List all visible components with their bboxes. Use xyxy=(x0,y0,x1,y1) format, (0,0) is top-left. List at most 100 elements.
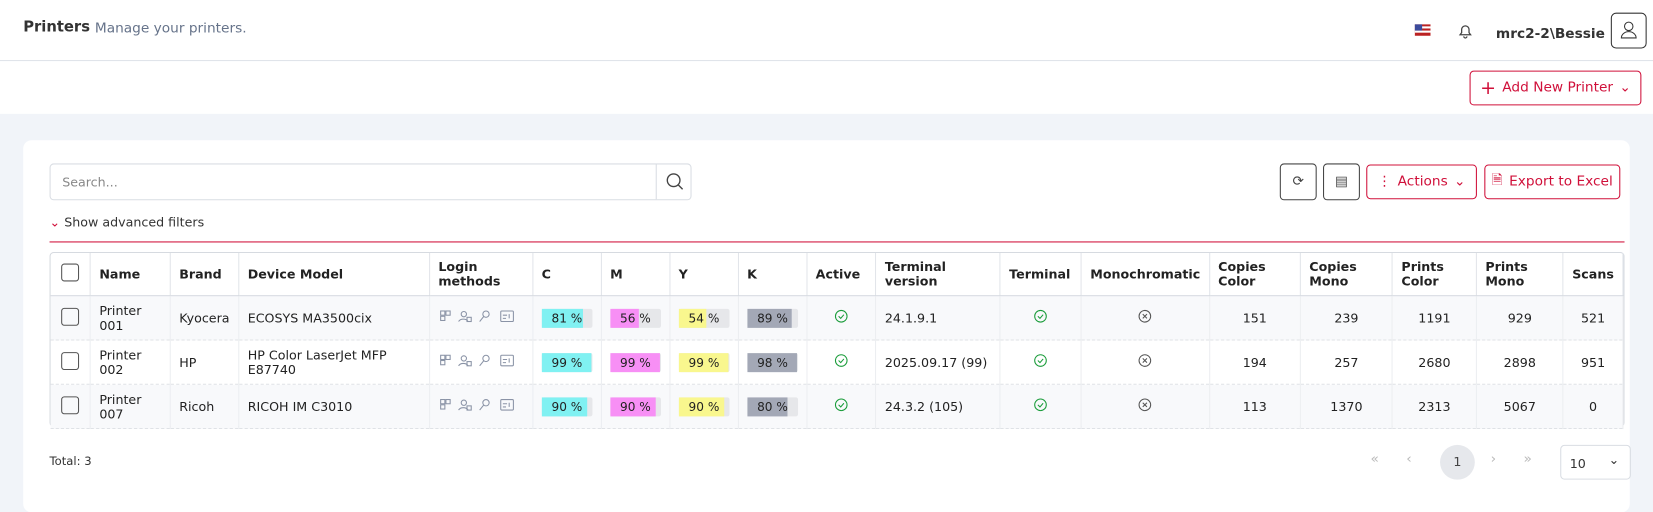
flag-icon[interactable] xyxy=(1414,24,1431,36)
copies-color: 151 xyxy=(1209,295,1301,341)
total-count: Total: 3 xyxy=(49,454,92,469)
page-subtitle: Manage your printers. xyxy=(94,21,247,37)
terminal-status xyxy=(1000,384,1082,430)
add-printer-label: Add New Printer xyxy=(1502,80,1614,96)
export-button[interactable]: 🗎 Export to Excel xyxy=(1484,164,1621,200)
copies-color: 194 xyxy=(1209,339,1301,385)
export-label: Export to Excel xyxy=(1509,173,1613,190)
toner-cell: 80 % xyxy=(738,384,808,430)
table-row: Printer 002 HP HP Color LaserJet MFP E8774… xyxy=(50,339,1624,385)
toner-fill xyxy=(541,352,592,372)
search-icon[interactable] xyxy=(655,164,693,200)
login-methods xyxy=(429,295,534,341)
action-bar: + Add New Printer ⌄ xyxy=(0,61,1653,114)
prints-color: 2313 xyxy=(1392,384,1477,430)
row-select xyxy=(50,339,91,385)
search-box[interactable]: Search... xyxy=(49,163,693,201)
prints-mono: 2898 xyxy=(1476,339,1564,385)
copies-mono: 257 xyxy=(1300,339,1393,385)
toner-label: 89 % xyxy=(757,310,788,326)
toner-fill xyxy=(678,352,729,372)
model-cell: RICOH IM C3010 xyxy=(238,384,430,430)
column-header: Y xyxy=(669,253,739,297)
toner-cell: 81 % xyxy=(532,295,602,341)
toner-bar: 90 % xyxy=(610,396,661,416)
toner-label: 99 % xyxy=(620,354,651,370)
toner-bar: 99 % xyxy=(678,352,730,372)
active-status xyxy=(806,339,877,385)
row-select xyxy=(50,295,91,341)
toner-label: 56 % xyxy=(620,310,651,326)
toner-cell: 98 % xyxy=(738,339,808,385)
toner-cell: 89 % xyxy=(738,295,808,341)
user-name[interactable]: mrc2-2\Bessie xyxy=(1495,26,1605,43)
column-header: Brand xyxy=(170,253,240,297)
toner-label: 90 % xyxy=(551,399,583,414)
prints-mono: 929 xyxy=(1476,295,1564,341)
top-bar: Printers Manage your printers. mrc2-2\Be… xyxy=(0,0,1653,62)
toner-bar: 89 % xyxy=(747,308,798,328)
toner-cell: 90 % xyxy=(669,384,739,430)
toner-bar: 90 % xyxy=(678,396,730,416)
refresh-button[interactable]: ⟳ xyxy=(1279,163,1317,201)
terminal-version: 24.3.2 (105) xyxy=(875,384,1001,430)
column-header: Login methods xyxy=(429,253,534,297)
prints-color: 2680 xyxy=(1392,339,1477,385)
terminal-status xyxy=(1000,339,1082,385)
bell-icon[interactable] xyxy=(1457,22,1474,39)
toner-cell: 90 % xyxy=(601,384,671,430)
user-button[interactable] xyxy=(1610,12,1647,49)
toner-label: 90 % xyxy=(688,399,720,414)
toner-label: 90 % xyxy=(620,399,651,414)
toner-cell: 99 % xyxy=(601,339,671,385)
pager-prev[interactable]: «‹ xyxy=(1370,451,1412,468)
monochromatic-status xyxy=(1081,384,1210,430)
brand-cell: Kyocera xyxy=(170,295,240,341)
row-checkbox[interactable] xyxy=(61,395,80,414)
scans: 951 xyxy=(1563,339,1624,385)
row-checkbox[interactable] xyxy=(61,307,80,326)
column-header: Scans xyxy=(1563,253,1624,297)
prints-mono: 5067 xyxy=(1476,384,1564,430)
add-printer-button[interactable]: + Add New Printer ⌄ xyxy=(1469,70,1642,106)
select-all[interactable] xyxy=(61,263,80,282)
model-cell: HP Color LaserJet MFP E87740 xyxy=(238,339,430,385)
toner-bar: 99 % xyxy=(541,352,593,372)
actions-button[interactable]: ⋮ Actions ⌄ xyxy=(1366,164,1477,200)
toner-fill xyxy=(747,352,797,372)
row-checkbox[interactable] xyxy=(61,351,80,370)
pager-next[interactable]: ›» xyxy=(1490,451,1532,468)
current-page[interactable]: 1 xyxy=(1440,444,1475,480)
prints-color: 1191 xyxy=(1392,295,1477,341)
scans: 0 xyxy=(1563,384,1624,430)
toner-label: 80 % xyxy=(757,399,788,414)
column-header: C xyxy=(532,253,602,297)
advanced-filters[interactable]: ⌄ Show advanced filters xyxy=(49,215,205,230)
toner-fill xyxy=(610,308,639,328)
toner-bar: 54 % xyxy=(678,308,730,328)
monochromatic-status xyxy=(1081,295,1210,341)
terminal-version: 2025.09.17 (99) xyxy=(875,339,1001,385)
brand-cell: HP xyxy=(170,339,240,385)
columns-button[interactable]: ▤ xyxy=(1323,163,1360,201)
login-methods xyxy=(429,384,534,430)
search-placeholder: Search... xyxy=(62,174,118,190)
table-row: Printer 007 Ricoh RICOH IM C3010 90 % 90 % 90… xyxy=(50,384,1624,430)
toner-cell: 90 % xyxy=(532,384,602,430)
toner-label: 81 % xyxy=(551,310,583,326)
toner-cell: 99 % xyxy=(669,339,739,385)
toner-bar: 99 % xyxy=(610,352,661,372)
column-header: Name xyxy=(90,253,171,297)
toner-label: 98 % xyxy=(757,354,788,370)
column-header: Active xyxy=(806,253,877,297)
column-header: Terminal version xyxy=(875,253,1001,297)
toner-fill xyxy=(678,396,725,416)
toner-cell: 54 % xyxy=(669,295,739,341)
toner-fill xyxy=(610,396,656,416)
column-header: Prints Color xyxy=(1392,253,1477,297)
toner-label: 99 % xyxy=(688,354,720,370)
toner-fill xyxy=(747,308,793,328)
login-methods xyxy=(429,339,534,385)
toner-bar: 80 % xyxy=(747,396,798,416)
page-size[interactable]: 10 ⌄ xyxy=(1560,444,1631,480)
